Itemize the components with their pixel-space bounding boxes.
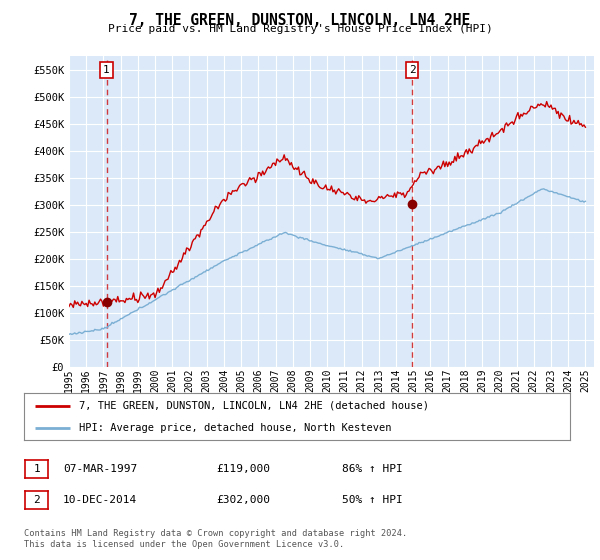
- Text: 50% ↑ HPI: 50% ↑ HPI: [342, 495, 403, 505]
- Text: 2: 2: [33, 495, 40, 505]
- Text: 7, THE GREEN, DUNSTON, LINCOLN, LN4 2HE: 7, THE GREEN, DUNSTON, LINCOLN, LN4 2HE: [130, 13, 470, 28]
- Text: 2: 2: [409, 65, 416, 75]
- Text: 1: 1: [103, 65, 110, 75]
- Text: Contains HM Land Registry data © Crown copyright and database right 2024.
This d: Contains HM Land Registry data © Crown c…: [24, 529, 407, 549]
- Text: 86% ↑ HPI: 86% ↑ HPI: [342, 464, 403, 474]
- Text: 10-DEC-2014: 10-DEC-2014: [63, 495, 137, 505]
- Text: £119,000: £119,000: [216, 464, 270, 474]
- Text: Price paid vs. HM Land Registry's House Price Index (HPI): Price paid vs. HM Land Registry's House …: [107, 24, 493, 34]
- Text: £302,000: £302,000: [216, 495, 270, 505]
- Text: 1: 1: [33, 464, 40, 474]
- Text: 7, THE GREEN, DUNSTON, LINCOLN, LN4 2HE (detached house): 7, THE GREEN, DUNSTON, LINCOLN, LN4 2HE …: [79, 400, 428, 410]
- Text: HPI: Average price, detached house, North Kesteven: HPI: Average price, detached house, Nort…: [79, 423, 391, 433]
- Text: 07-MAR-1997: 07-MAR-1997: [63, 464, 137, 474]
